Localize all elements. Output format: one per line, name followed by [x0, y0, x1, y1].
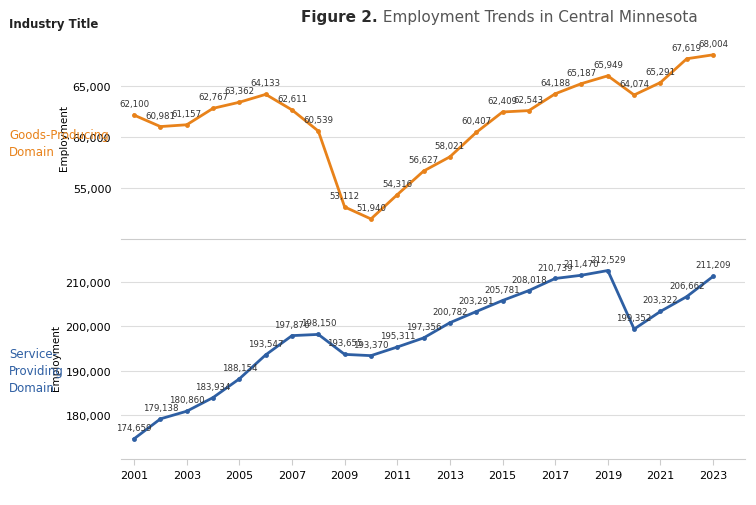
- Text: 210,739: 210,739: [538, 263, 573, 272]
- Text: Goods-Producing
Domain: Goods-Producing Domain: [9, 129, 109, 159]
- Text: 62,767: 62,767: [198, 93, 228, 102]
- Text: 60,539: 60,539: [303, 116, 333, 125]
- Text: 54,316: 54,316: [383, 179, 412, 188]
- Text: 61,157: 61,157: [172, 110, 202, 119]
- Text: Service-
Providing
Domain: Service- Providing Domain: [9, 348, 64, 394]
- Text: 60,407: 60,407: [461, 117, 491, 126]
- Text: 193,547: 193,547: [248, 339, 284, 348]
- Text: Figure 2.: Figure 2.: [302, 10, 378, 25]
- Text: 205,781: 205,781: [485, 285, 520, 294]
- Text: 64,074: 64,074: [619, 80, 649, 89]
- Text: 63,362: 63,362: [225, 87, 255, 96]
- Text: 60,981: 60,981: [145, 112, 175, 120]
- Text: 203,291: 203,291: [458, 296, 494, 305]
- Text: 179,138: 179,138: [143, 403, 178, 412]
- Text: 62,100: 62,100: [119, 100, 149, 109]
- Text: 174,659: 174,659: [116, 423, 152, 432]
- Text: 64,133: 64,133: [251, 79, 280, 88]
- Text: 62,409: 62,409: [488, 97, 518, 106]
- Text: 211,209: 211,209: [696, 261, 731, 270]
- Text: 68,004: 68,004: [698, 40, 728, 49]
- Text: 56,627: 56,627: [408, 156, 438, 165]
- Text: 208,018: 208,018: [511, 275, 547, 284]
- Text: 199,352: 199,352: [616, 314, 652, 323]
- Text: 53,112: 53,112: [330, 191, 360, 200]
- Text: 183,934: 183,934: [195, 382, 231, 391]
- Text: 180,860: 180,860: [169, 395, 205, 405]
- Text: 203,322: 203,322: [643, 296, 678, 305]
- Text: 206,662: 206,662: [669, 281, 705, 290]
- Text: 197,356: 197,356: [406, 322, 442, 331]
- Text: Industry Title: Industry Title: [9, 18, 98, 31]
- Y-axis label: Employment: Employment: [58, 105, 69, 170]
- Text: 211,470: 211,470: [564, 260, 600, 269]
- Text: 62,543: 62,543: [514, 95, 544, 105]
- Text: 65,187: 65,187: [566, 69, 596, 77]
- Text: 198,150: 198,150: [301, 319, 336, 328]
- Text: 58,021: 58,021: [435, 141, 465, 150]
- Text: 62,611: 62,611: [277, 95, 307, 104]
- Text: 64,188: 64,188: [540, 79, 570, 88]
- Text: 195,311: 195,311: [380, 331, 415, 340]
- Text: 193,655: 193,655: [327, 339, 362, 348]
- Text: 67,619: 67,619: [672, 44, 702, 53]
- Y-axis label: Employment: Employment: [51, 325, 61, 390]
- Text: 212,529: 212,529: [590, 255, 625, 264]
- Text: 51,940: 51,940: [356, 204, 386, 213]
- Text: 65,291: 65,291: [646, 68, 675, 76]
- Text: 197,876: 197,876: [274, 320, 310, 329]
- Text: 193,370: 193,370: [353, 340, 389, 349]
- Text: 200,782: 200,782: [432, 307, 468, 316]
- Text: 65,949: 65,949: [593, 61, 623, 70]
- Text: Employment Trends in Central Minnesota: Employment Trends in Central Minnesota: [378, 10, 698, 25]
- Text: 188,154: 188,154: [222, 363, 257, 372]
